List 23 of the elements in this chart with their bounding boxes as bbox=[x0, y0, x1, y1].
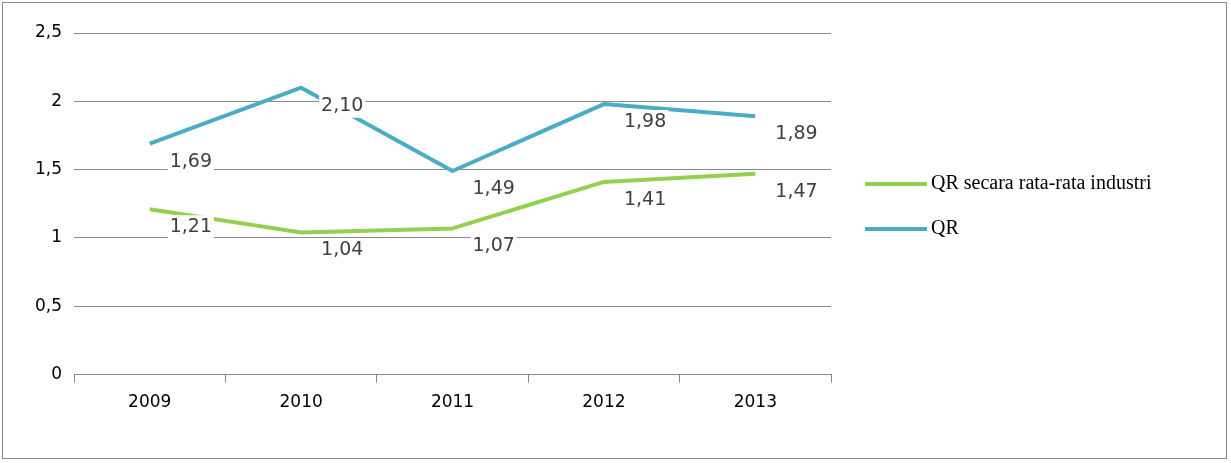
data-label: 1,41 bbox=[623, 186, 667, 209]
x-tick-label: 2012 bbox=[582, 391, 626, 412]
x-tick-label: 2011 bbox=[430, 391, 475, 412]
y-tick-label: 1,5 bbox=[34, 158, 63, 179]
y-tick-label: 2 bbox=[51, 89, 63, 110]
y-tick-label: 1 bbox=[51, 226, 63, 247]
data-label: 1,49 bbox=[472, 175, 515, 198]
y-tick-label: 2,5 bbox=[34, 21, 63, 42]
x-tick-label: 2010 bbox=[279, 391, 323, 412]
y-tick-label: 0 bbox=[51, 363, 63, 384]
y-tick-label: 0,5 bbox=[34, 294, 63, 315]
data-label: 1,47 bbox=[775, 178, 818, 201]
x-tick-label: 2013 bbox=[733, 391, 777, 412]
data-label: 2,10 bbox=[321, 92, 364, 115]
data-label: 1,04 bbox=[321, 237, 364, 260]
legend-label: QR secara rata-rata industri bbox=[931, 171, 1152, 194]
x-tick-label: 2009 bbox=[128, 391, 172, 412]
data-label: 1,98 bbox=[623, 108, 667, 131]
data-label: 1,89 bbox=[775, 121, 818, 144]
legend-label: QR bbox=[931, 216, 959, 239]
data-label: 1,07 bbox=[472, 233, 515, 256]
data-label: 1,21 bbox=[169, 214, 213, 237]
data-label: 1,69 bbox=[169, 148, 213, 171]
